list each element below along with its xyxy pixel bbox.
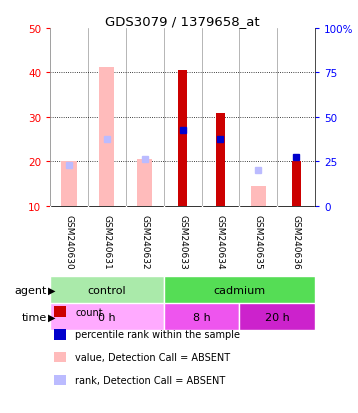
Bar (99, 68, 115, 206)
Bar (164, 277, 315, 304)
Text: GSM240634: GSM240634 (216, 214, 225, 269)
Bar (50, 304, 164, 330)
Text: GSM240630: GSM240630 (64, 214, 73, 269)
Text: agent: agent (14, 285, 47, 295)
Bar (137, 160, 152, 206)
Bar (62, 161, 77, 206)
Bar (50, 277, 164, 304)
Text: ▶: ▶ (48, 312, 56, 322)
Text: control: control (88, 285, 126, 295)
Text: cadmium: cadmium (213, 285, 265, 295)
Text: rank, Detection Call = ABSENT: rank, Detection Call = ABSENT (75, 375, 226, 385)
Text: time: time (21, 312, 47, 322)
Text: 0 h: 0 h (98, 312, 116, 322)
Title: GDS3079 / 1379658_at: GDS3079 / 1379658_at (105, 15, 260, 28)
Text: count: count (75, 307, 103, 317)
Text: percentile rank within the sample: percentile rank within the sample (75, 330, 240, 339)
Text: ▶: ▶ (48, 285, 56, 295)
Text: GSM240631: GSM240631 (102, 214, 111, 269)
Bar (240, 304, 315, 330)
Bar (164, 304, 240, 330)
Bar (178, 71, 187, 206)
Text: 20 h: 20 h (265, 312, 290, 322)
Bar (216, 114, 225, 206)
Text: GSM240632: GSM240632 (140, 214, 149, 269)
Text: GSM240635: GSM240635 (254, 214, 263, 269)
Text: GSM240633: GSM240633 (178, 214, 187, 269)
Text: GSM240636: GSM240636 (292, 214, 301, 269)
Text: value, Detection Call = ABSENT: value, Detection Call = ABSENT (75, 352, 230, 362)
Bar (291, 162, 301, 206)
Bar (251, 187, 266, 206)
Text: 8 h: 8 h (193, 312, 211, 322)
